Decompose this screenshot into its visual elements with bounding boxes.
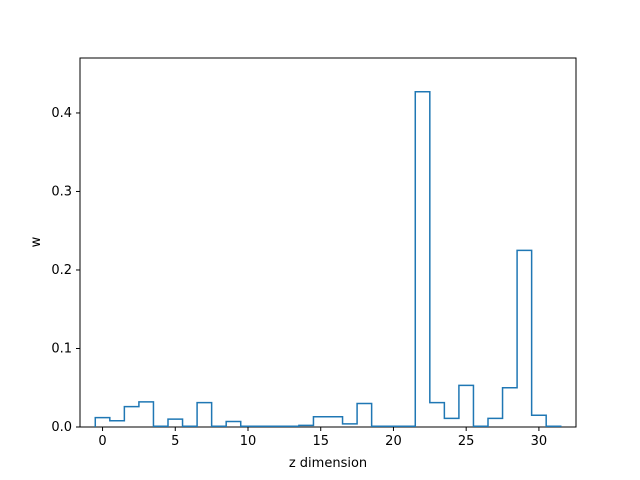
x-tick-label: 10	[240, 434, 257, 449]
plot-frame	[79, 57, 577, 428]
x-tick-label: 0	[98, 434, 106, 449]
x-tick-label: 15	[312, 434, 329, 449]
x-tick-label: 20	[385, 434, 402, 449]
y-tick-label: 0.4	[51, 106, 72, 121]
x-tick-label: 25	[458, 434, 475, 449]
x-tick-label: 30	[531, 434, 548, 449]
y-axis-ticks: 0.0 0.1 0.2 0.3 0.4	[51, 106, 80, 435]
y-axis-label: w	[29, 236, 44, 247]
y-tick-label: 0.0	[51, 420, 72, 435]
x-axis-label: z dimension	[289, 456, 367, 471]
series-line	[94, 91, 562, 427]
x-axis-ticks: 0 5 10 15 20 25 30	[98, 427, 547, 449]
plot-series	[94, 91, 562, 427]
y-tick-label: 0.1	[51, 341, 72, 356]
x-tick-label: 5	[171, 434, 179, 449]
y-tick-label: 0.2	[51, 263, 72, 278]
y-tick-label: 0.3	[51, 184, 72, 199]
